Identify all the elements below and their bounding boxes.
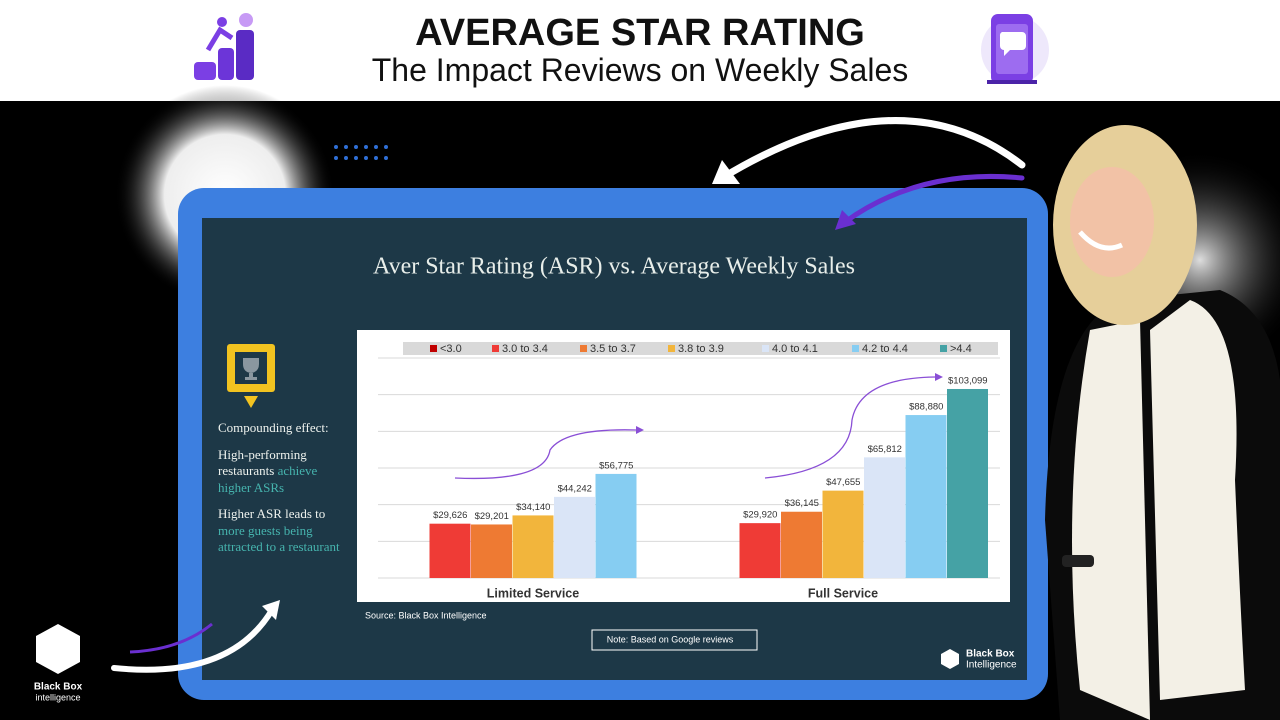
bar (864, 457, 905, 578)
arrow-head (712, 160, 740, 184)
bar (595, 473, 637, 578)
legend-label: 4.0 to 4.1 (772, 343, 818, 355)
coins-icon (194, 13, 254, 80)
x-tick-label: Limited Service (487, 586, 579, 600)
point-lead: Higher ASR leads to (218, 506, 326, 521)
legend-swatch (852, 345, 859, 352)
point-lead: High-performing restaurants (218, 446, 307, 479)
sidebar: Compounding effect: High-performing rest… (218, 420, 350, 566)
arrow-head (835, 210, 856, 230)
arrow (111, 607, 275, 673)
trend-arrow-head (636, 426, 644, 434)
slide-logo-icon (941, 649, 959, 669)
arrow-head (262, 600, 280, 620)
legend-swatch (940, 345, 947, 352)
bar (554, 496, 595, 578)
bar (471, 524, 512, 578)
legend-swatch (492, 345, 499, 352)
brand-text: intelligence (35, 692, 80, 702)
chart-title: Aver Star Rating (ASR) vs. Average Weekl… (373, 254, 855, 280)
trend-arrow (454, 429, 637, 480)
point-highlight: achieve higher ASRs (218, 463, 318, 495)
dot-pattern (334, 145, 388, 160)
legend-label: 4.2 to 4.4 (862, 343, 908, 355)
value-label: $34,140 (516, 502, 550, 513)
legend-swatch (762, 345, 769, 352)
legend-label: 3.0 to 3.4 (502, 343, 548, 355)
arrow (842, 173, 1025, 225)
legend-label: 3.8 to 3.9 (678, 343, 724, 355)
presenter (1045, 125, 1280, 720)
slide-logo-text: Black Box (966, 649, 1015, 660)
header-subtitle: The Impact Reviews on Weekly Sales (371, 52, 909, 88)
x-tick-label: Full Service (808, 586, 878, 600)
note-box (591, 629, 758, 651)
bar (822, 490, 864, 578)
legend-bar (403, 342, 998, 355)
value-label: $29,626 (433, 510, 467, 521)
value-label: $36,145 (785, 498, 819, 509)
value-label: $65,812 (868, 444, 902, 455)
arrow (718, 117, 1026, 182)
bar (512, 515, 554, 578)
value-label: $29,920 (743, 510, 777, 521)
value-label: $88,880 (909, 402, 943, 413)
value-label: $56,775 (599, 460, 633, 471)
point-highlight: more guests being attracted to a restaur… (218, 522, 340, 555)
sidebar-heading: Compounding effect: (218, 420, 329, 435)
bar (905, 415, 947, 578)
bar (947, 388, 988, 578)
legend-swatch (430, 345, 437, 352)
bar (739, 523, 781, 578)
header-title: AVERAGE STAR RATING (415, 12, 865, 54)
value-label: $47,655 (826, 477, 860, 488)
arrow (129, 622, 213, 654)
trend-arrow-head (935, 373, 943, 381)
value-label: $44,242 (558, 483, 592, 494)
value-label: $103,099 (948, 376, 988, 387)
legend-label: 3.5 to 3.7 (590, 343, 636, 355)
bar (429, 523, 471, 578)
value-label: $29,201 (475, 511, 509, 522)
brand-icon (36, 624, 80, 674)
legend-swatch (668, 345, 675, 352)
sidebar-point: High-performing restaurants achieve high… (218, 447, 350, 497)
trophy-icon (227, 344, 275, 408)
bar (781, 511, 822, 578)
legend-label: <3.0 (440, 343, 462, 355)
legend-label: >4.4 (950, 343, 972, 355)
phone-icon (981, 14, 1049, 84)
slide-logo-text: Intelligence (966, 660, 1017, 671)
brand-text: Black Box (34, 682, 83, 693)
note: Note: Based on Google reviews (607, 634, 734, 644)
plot: <3.0 3.0 to 3.4 3.5 to 3.7 3.8 to 3.9 4.0 to… (378, 343, 1000, 600)
trend-arrow (764, 376, 936, 479)
source: Source: Black Box Intelligence (365, 610, 487, 620)
header-bar (0, 0, 1280, 101)
sidebar-point: Higher ASR leads to more guests being at… (218, 506, 350, 556)
legend-swatch (580, 345, 587, 352)
